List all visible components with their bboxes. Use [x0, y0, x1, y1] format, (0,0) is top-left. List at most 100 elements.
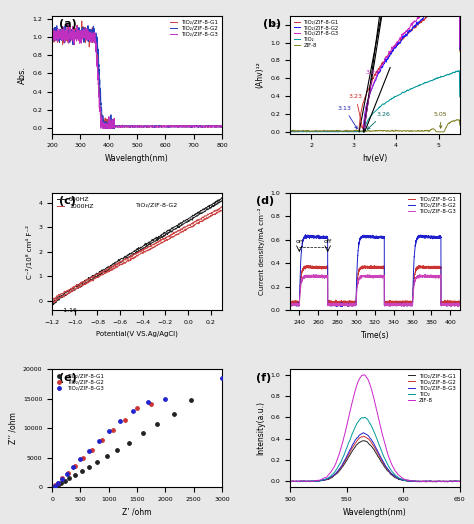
TiO₂/ZIF-8-G1	[415, 478, 421, 485]
TiO₂/ZIF-8-G3	[51, 482, 59, 490]
X-axis label: Z’ /ohm: Z’ /ohm	[122, 508, 152, 517]
Y-axis label: Abs.: Abs.	[18, 66, 27, 84]
500HZ	[215, 199, 221, 205]
500HZ	[189, 216, 194, 222]
500HZ	[151, 239, 156, 245]
Text: on: on	[295, 239, 303, 244]
TiO₂/ZIF-8-G2	[54, 478, 62, 487]
TiO₂/ZIF-8-G3	[390, 301, 395, 307]
1000HZ	[189, 224, 194, 230]
TiO₂/ZIF-8-G2	[361, 121, 366, 127]
Line: TiO₂/ZIF-8-G3: TiO₂/ZIF-8-G3	[290, 275, 460, 307]
TiO₂/ZIF-8-G2	[317, 477, 323, 484]
TiO₂/ZIF-8-G2	[109, 425, 117, 434]
Text: 3.23: 3.23	[349, 94, 363, 128]
X-axis label: Potential(V VS.Ag/AgCl): Potential(V VS.Ag/AgCl)	[96, 331, 178, 337]
TiO₂/ZIF-8-G3	[364, 432, 370, 438]
TiO₂/ZIF-8-G3	[361, 430, 366, 436]
ZIF-8	[415, 478, 421, 484]
TiO₂/ZIF-8-G2	[219, 123, 225, 129]
TiO₂/ZIF-8-G1	[401, 477, 407, 484]
TiO₂/ZIF-8-G3	[218, 374, 226, 383]
TiO₂/ZIF-8-G2	[345, 128, 350, 135]
TiO₂/ZIF-8-G1	[304, 263, 310, 269]
TiO₂/ZIF-8-G3	[116, 417, 124, 425]
TiO₂	[388, 466, 393, 473]
1000HZ	[130, 256, 136, 262]
TiO₂/ZIF-8-G3	[145, 398, 152, 406]
Legend: 500HZ, 1000HZ: 500HZ, 1000HZ	[55, 195, 95, 210]
TiO₂/ZIF-8-G3	[98, 125, 104, 132]
TiO₂/ZIF-8-G1	[153, 420, 161, 428]
TiO₂/ZIF-8-G3	[316, 128, 321, 135]
TiO₂/ZIF-8-G1	[187, 396, 195, 405]
Text: (c): (c)	[59, 196, 76, 206]
Line: TiO₂/ZIF-8-G1: TiO₂/ZIF-8-G1	[52, 21, 222, 128]
Line: TiO₂/ZIF-8-G1: TiO₂/ZIF-8-G1	[290, 266, 460, 304]
Line: TiO₂/ZIF-8-G1: TiO₂/ZIF-8-G1	[290, 441, 460, 482]
TiO₂/ZIF-8-G1	[125, 438, 132, 446]
Line: TiO₂: TiO₂	[290, 417, 460, 482]
TiO₂/ZIF-8-G1	[393, 300, 399, 306]
ZIF-8	[454, 116, 459, 123]
TiO₂/ZIF-8-G2	[142, 123, 148, 129]
TiO₂/ZIF-8-G3	[441, 300, 447, 307]
TiO₂/ZIF-8-G2	[64, 468, 72, 477]
Text: (e): (e)	[59, 373, 77, 383]
TiO₂/ZIF-8-G2	[364, 435, 370, 441]
TiO₂/ZIF-8-G3	[54, 479, 62, 487]
TiO₂/ZIF-8-G1	[361, 99, 366, 105]
TiO₂/ZIF-8-G3	[317, 477, 323, 484]
TiO₂/ZIF-8-G3	[105, 427, 112, 435]
Legend: TiO₂/ZIF-8-G1, TiO₂/ZIF-8-G2, TiO₂/ZIF-8-G3: TiO₂/ZIF-8-G1, TiO₂/ZIF-8-G2, TiO₂/ZIF-8…	[169, 18, 219, 38]
TiO₂/ZIF-8-G1	[57, 479, 64, 487]
TiO₂/ZIF-8-G3	[422, 271, 428, 278]
1000HZ	[215, 209, 221, 215]
TiO₂/ZIF-8-G2	[441, 302, 447, 308]
Y-axis label: Current density/mA cm⁻²: Current density/mA cm⁻²	[258, 208, 265, 295]
TiO₂	[457, 94, 463, 100]
TiO₂/ZIF-8-G2	[457, 302, 463, 309]
TiO₂/ZIF-8-G1	[72, 29, 78, 36]
TiO₂/ZIF-8-G2	[51, 481, 59, 489]
X-axis label: Wavelength(nm): Wavelength(nm)	[343, 508, 407, 517]
TiO₂/ZIF-8-G3	[457, 43, 463, 50]
TiO₂/ZIF-8-G1	[85, 463, 93, 472]
TiO₂/ZIF-8-G3	[219, 123, 225, 129]
TiO₂	[287, 478, 293, 484]
TiO₂/ZIF-8-G3	[78, 36, 84, 42]
TiO₂/ZIF-8-G1	[457, 299, 463, 305]
Text: (a): (a)	[59, 19, 77, 29]
TiO₂/ZIF-8-G2	[88, 445, 96, 454]
TiO₂/ZIF-8-G1	[219, 123, 225, 129]
1000HZ	[151, 244, 156, 250]
TiO₂/ZIF-8-G3	[77, 455, 84, 463]
TiO₂/ZIF-8-G1	[287, 128, 293, 135]
TiO₂/ZIF-8-G1	[455, 301, 461, 307]
ZIF-8	[457, 122, 463, 128]
TiO₂/ZIF-8-G1	[101, 125, 107, 132]
TiO₂/ZIF-8-G1	[51, 482, 59, 490]
TiO₂/ZIF-8-G2	[316, 128, 321, 134]
TiO₂/ZIF-8-G2	[380, 63, 386, 70]
TiO₂/ZIF-8-G1	[376, 66, 382, 72]
TiO₂/ZIF-8-G3	[415, 478, 421, 485]
Legend: TiO₂/ZIF-8-G1, TiO₂/ZIF-8-G2, TiO₂/ZIF-8-G3, TiO₂, ZIF-8: TiO₂/ZIF-8-G1, TiO₂/ZIF-8-G2, TiO₂/ZIF-8…	[407, 372, 457, 404]
1000HZ	[142, 249, 147, 255]
ZIF-8	[344, 127, 350, 134]
TiO₂/ZIF-8-G1	[78, 28, 83, 35]
TiO₂/ZIF-8-G3	[344, 128, 350, 135]
TiO₂/ZIF-8-G3	[72, 36, 78, 42]
TiO₂/ZIF-8-G3	[287, 302, 293, 308]
Line: TiO₂/ZIF-8-G2: TiO₂/ZIF-8-G2	[290, 235, 460, 307]
TiO₂/ZIF-8-G1	[432, 478, 438, 485]
TiO₂/ZIF-8-G3	[310, 128, 315, 135]
TiO₂/ZIF-8-G3	[287, 128, 293, 135]
Legend: TiO₂/ZIF-8-G1, TiO₂/ZIF-8-G2, TiO₂/ZIF-8-G3, TiO₂, ZIF-8: TiO₂/ZIF-8-G1, TiO₂/ZIF-8-G2, TiO₂/ZIF-8…	[292, 18, 340, 49]
500HZ	[130, 252, 136, 258]
X-axis label: Time(s): Time(s)	[361, 331, 389, 340]
TiO₂/ZIF-8-G1	[345, 128, 350, 135]
TiO₂	[303, 478, 309, 485]
TiO₂/ZIF-8-G1	[61, 477, 68, 485]
TiO₂/ZIF-8-G2	[139, 123, 145, 129]
